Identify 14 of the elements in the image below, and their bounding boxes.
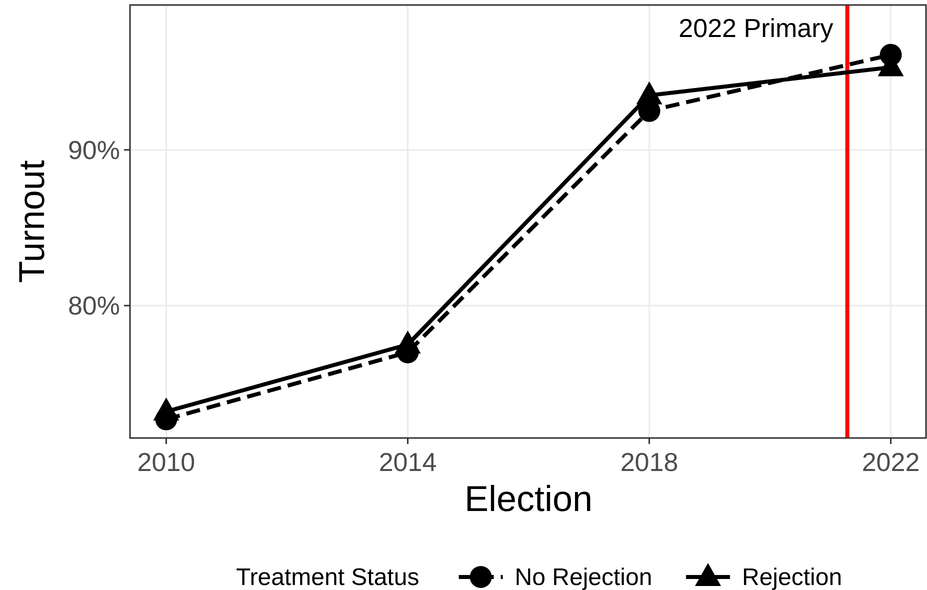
x-tick-label: 2018 (620, 447, 678, 477)
y-tick-label: 80% (68, 290, 120, 321)
legend-label: No Rejection (514, 564, 652, 590)
x-tick-label: 2022 (862, 447, 920, 477)
y-tick-label: 90% (68, 134, 120, 165)
point (394, 330, 421, 354)
legend-title: Treatment Status (236, 564, 420, 590)
legend-label: Rejection (742, 564, 842, 590)
ref-line-label: 2022 Primary (678, 13, 834, 43)
x-tick-label: 2010 (137, 447, 196, 477)
x-tick-label: 2014 (378, 447, 437, 477)
x-axis-title: Election (464, 478, 593, 519)
point (636, 81, 662, 104)
y-axis-title: Turnout (11, 160, 52, 283)
